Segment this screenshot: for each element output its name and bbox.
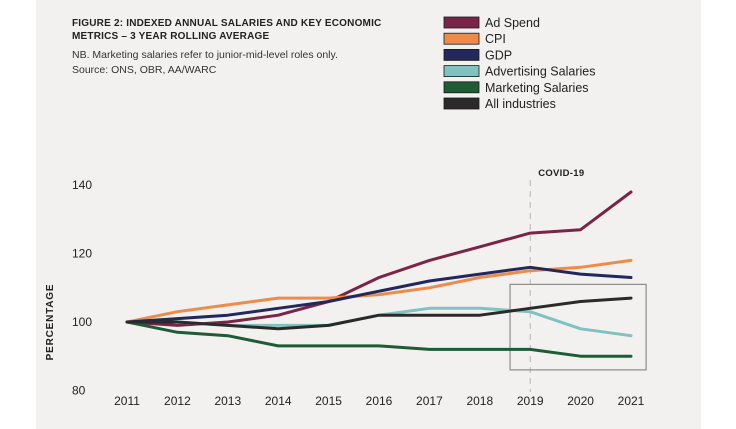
axes: 80 100 120 140 2011 2012 2013 2014 2015 2016 2017 2… <box>45 178 645 408</box>
x-tick-label: 2020 <box>567 394 594 408</box>
annotations: COVID-19 <box>509 168 647 392</box>
legend-label: Ad Spend <box>485 16 540 30</box>
legend-swatch <box>443 65 480 77</box>
y-tick-label: 80 <box>72 383 86 397</box>
series-line <box>125 306 633 338</box>
x-tick-label: 2013 <box>214 394 241 408</box>
x-tick-label: 2018 <box>466 394 493 408</box>
legend: Ad Spend CPI GDP Advertising Salaries Market… <box>443 16 595 111</box>
x-tick-label: 2012 <box>164 394 191 408</box>
legend-label: Marketing Salaries <box>485 81 589 95</box>
x-tick-label: 2019 <box>517 394 544 408</box>
chart-source: Source: ONS, OBR, AA/WARC <box>72 64 217 76</box>
series-line <box>125 296 633 331</box>
chart-title: FIGURE 2: INDEXED ANNUAL SALARIES AND KE… <box>72 18 382 42</box>
legend-swatch <box>443 81 480 94</box>
legend-swatch <box>443 97 480 110</box>
y-axis-label: PERCENTAGE <box>45 284 56 361</box>
y-tick-label: 140 <box>72 178 92 192</box>
x-tick-label: 2011 <box>114 394 140 408</box>
y-tick-label: 120 <box>72 247 92 261</box>
series-lines <box>125 190 633 358</box>
x-tick-label: 2014 <box>265 394 292 408</box>
y-tick-label: 100 <box>72 315 92 329</box>
legend-swatch <box>443 32 480 45</box>
chart-notes: NB. Marketing salaries refer to junior-m… <box>72 48 402 78</box>
x-tick-label: 2016 <box>366 394 393 408</box>
legend-label: Advertising Salaries <box>485 65 595 79</box>
highlight-box <box>509 283 647 371</box>
series-line <box>125 320 633 358</box>
legend-swatch <box>443 16 480 29</box>
x-tick-label: 2015 <box>315 394 342 408</box>
series-line <box>125 265 633 324</box>
x-tick-label: 2021 <box>618 394 645 408</box>
covid-label: COVID-19 <box>538 168 584 179</box>
legend-label: CPI <box>485 32 506 46</box>
legend-label: GDP <box>485 48 512 62</box>
legend-swatch <box>443 49 480 61</box>
legend-label: All industries <box>485 97 556 111</box>
chart-note: NB. Marketing salaries refer to junior-m… <box>72 49 338 61</box>
x-tick-label: 2017 <box>416 394 443 408</box>
